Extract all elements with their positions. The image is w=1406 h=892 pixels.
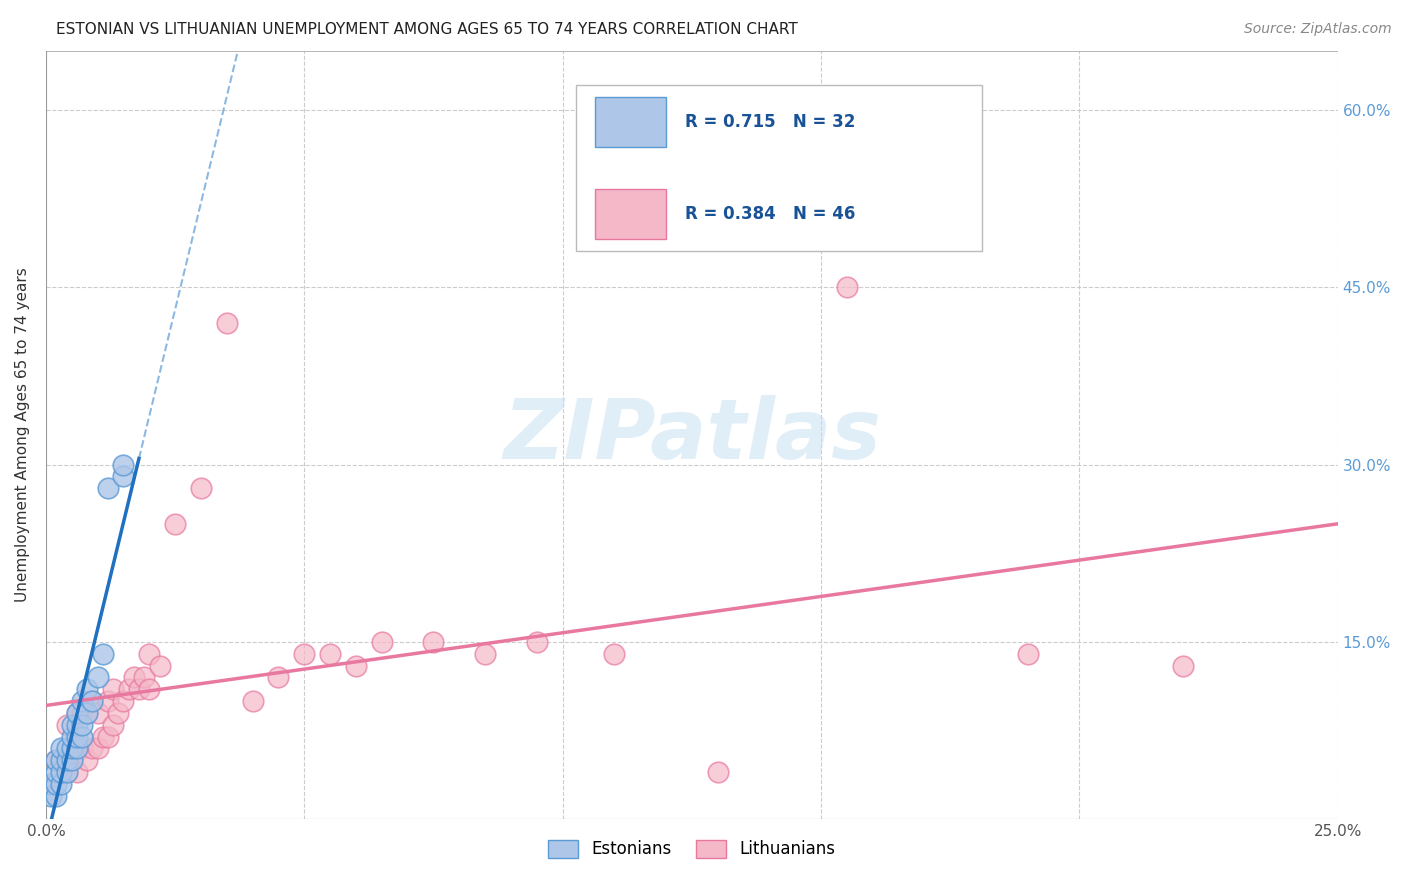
Estonians — [66, 706, 89, 720]
Lithuanians — [292, 647, 315, 661]
Lithuanians — [319, 647, 342, 661]
Estonians — [86, 671, 108, 685]
Estonians — [39, 789, 62, 803]
Lithuanians — [86, 706, 108, 720]
Lithuanians — [97, 694, 120, 708]
Text: ESTONIAN VS LITHUANIAN UNEMPLOYMENT AMONG AGES 65 TO 74 YEARS CORRELATION CHART: ESTONIAN VS LITHUANIAN UNEMPLOYMENT AMON… — [56, 22, 799, 37]
Bar — [595, 189, 666, 239]
Lithuanians — [66, 765, 89, 780]
Lithuanians — [128, 682, 150, 697]
Lithuanians — [70, 741, 93, 756]
Text: Source: ZipAtlas.com: Source: ZipAtlas.com — [1244, 22, 1392, 37]
Lithuanians — [66, 706, 89, 720]
Estonians — [60, 718, 83, 732]
Estonians — [91, 647, 114, 661]
Estonians — [45, 789, 67, 803]
Estonians — [45, 777, 67, 791]
Estonians — [70, 694, 93, 708]
Estonians — [45, 753, 67, 767]
FancyBboxPatch shape — [575, 86, 983, 251]
Lithuanians — [112, 694, 135, 708]
Estonians — [51, 753, 73, 767]
Estonians — [70, 730, 93, 744]
Estonians — [55, 753, 77, 767]
Estonians — [51, 777, 73, 791]
Lithuanians — [242, 694, 264, 708]
Lithuanians — [45, 753, 67, 767]
Lithuanians — [76, 706, 98, 720]
Lithuanians — [215, 316, 238, 330]
Lithuanians — [70, 706, 93, 720]
Lithuanians — [107, 706, 129, 720]
Lithuanians — [76, 753, 98, 767]
Estonians — [39, 777, 62, 791]
Lithuanians — [97, 730, 120, 744]
Lithuanians — [603, 647, 626, 661]
Estonians — [45, 765, 67, 780]
Lithuanians — [86, 741, 108, 756]
Estonians — [51, 741, 73, 756]
Lithuanians — [138, 647, 160, 661]
Estonians — [55, 765, 77, 780]
Lithuanians — [55, 718, 77, 732]
Lithuanians — [122, 671, 145, 685]
Estonians — [112, 458, 135, 472]
Estonians — [51, 765, 73, 780]
Lithuanians — [190, 481, 212, 495]
Lithuanians — [138, 682, 160, 697]
Lithuanians — [82, 694, 104, 708]
Lithuanians — [1171, 658, 1194, 673]
Lithuanians — [134, 671, 156, 685]
Legend: Estonians, Lithuanians: Estonians, Lithuanians — [541, 833, 842, 865]
Lithuanians — [91, 730, 114, 744]
Lithuanians — [526, 635, 548, 649]
Y-axis label: Unemployment Among Ages 65 to 74 years: Unemployment Among Ages 65 to 74 years — [15, 268, 30, 602]
Lithuanians — [101, 718, 124, 732]
Estonians — [60, 753, 83, 767]
Estonians — [60, 730, 83, 744]
Bar — [595, 97, 666, 147]
Text: ZIPatlas: ZIPatlas — [503, 394, 880, 475]
Estonians — [55, 741, 77, 756]
Estonians — [76, 682, 98, 697]
Lithuanians — [117, 682, 139, 697]
Estonians — [82, 694, 104, 708]
Lithuanians — [835, 280, 858, 294]
Lithuanians — [267, 671, 290, 685]
Estonians — [97, 481, 120, 495]
Lithuanians — [149, 658, 172, 673]
Lithuanians — [706, 765, 728, 780]
Lithuanians — [101, 682, 124, 697]
Lithuanians — [55, 765, 77, 780]
Text: R = 0.715   N = 32: R = 0.715 N = 32 — [685, 112, 856, 131]
Lithuanians — [474, 647, 496, 661]
Lithuanians — [371, 635, 394, 649]
Lithuanians — [165, 516, 187, 531]
Estonians — [60, 741, 83, 756]
Estonians — [112, 469, 135, 483]
Estonians — [66, 718, 89, 732]
Estonians — [66, 730, 89, 744]
Text: R = 0.384   N = 46: R = 0.384 N = 46 — [685, 205, 856, 223]
Lithuanians — [344, 658, 367, 673]
Lithuanians — [51, 753, 73, 767]
Lithuanians — [422, 635, 444, 649]
Lithuanians — [82, 741, 104, 756]
Lithuanians — [60, 753, 83, 767]
Estonians — [76, 706, 98, 720]
Lithuanians — [1017, 647, 1039, 661]
Estonians — [66, 741, 89, 756]
Estonians — [70, 718, 93, 732]
